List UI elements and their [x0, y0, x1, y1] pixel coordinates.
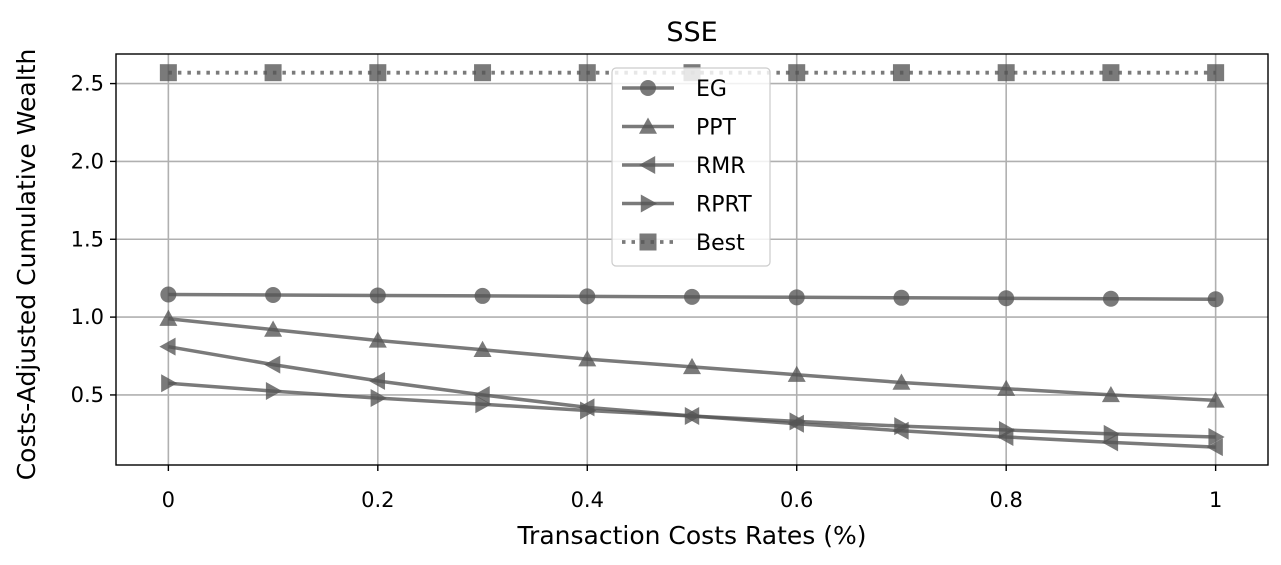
- data-point-rprt: [1103, 424, 1120, 443]
- legend-box: [611, 67, 771, 267]
- data-point-best: [578, 64, 596, 82]
- chart-title: SSE: [666, 17, 717, 48]
- series-ppt: [159, 309, 1225, 408]
- data-point-rprt: [1208, 427, 1225, 446]
- data-point-ppt: [578, 350, 597, 367]
- plot-frame: [115, 53, 1269, 466]
- legend-marker-ppt: [639, 117, 657, 134]
- data-point-rmr: [264, 355, 281, 374]
- data-point-ppt: [683, 357, 701, 375]
- series-rmr: [159, 337, 1223, 457]
- data-point-best: [264, 64, 282, 82]
- y-tick-label: 2.0: [71, 149, 104, 173]
- y-tick-label: 0.5: [71, 383, 104, 407]
- legend-item-eg: EG: [622, 77, 727, 102]
- legend-item-ppt: PPT: [622, 116, 737, 141]
- data-point-rprt: [684, 406, 701, 425]
- legend-marker-eg: [640, 80, 656, 96]
- legend-label-best: Best: [696, 231, 745, 256]
- data-point-best: [1207, 64, 1225, 82]
- data-point-best: [159, 64, 177, 82]
- x-tick-label: 0.2: [361, 488, 394, 512]
- data-point-best: [369, 64, 387, 82]
- data-point-rprt: [580, 401, 597, 420]
- y-tick-label: 2.5: [71, 72, 104, 96]
- data-point-eg: [788, 289, 805, 306]
- data-point-rprt: [265, 382, 283, 401]
- data-point-rmr: [1206, 438, 1223, 457]
- data-point-eg: [684, 288, 700, 305]
- series-eg: [160, 286, 1224, 308]
- data-point-ppt: [1206, 391, 1225, 408]
- x-axis-label: Transaction Costs Rates (%): [516, 521, 866, 550]
- y-tick-label: 1.0: [71, 305, 104, 329]
- x-tick-label: 0.8: [989, 488, 1022, 512]
- data-point-ppt: [892, 373, 911, 390]
- data-point-best: [788, 64, 806, 82]
- data-point-ppt: [264, 320, 283, 337]
- data-point-ppt: [1101, 385, 1120, 403]
- data-point-ppt: [368, 331, 387, 348]
- data-point-rprt: [894, 417, 911, 436]
- data-point-eg: [1102, 290, 1119, 307]
- data-point-best: [474, 64, 492, 82]
- data-point-rmr: [159, 337, 176, 356]
- data-point-eg: [579, 288, 596, 305]
- data-point-ppt: [473, 340, 492, 357]
- data-point-rprt: [475, 395, 492, 414]
- data-point-ppt: [997, 379, 1016, 396]
- data-point-eg: [369, 287, 386, 304]
- data-point-rmr: [368, 371, 386, 390]
- x-tick-label: 0.4: [571, 488, 604, 512]
- y-axis-label: Costs-Adjusted Cumulative Wealth: [12, 49, 41, 481]
- x-tick-label: 0.6: [780, 488, 813, 512]
- legend-item-best: Best: [622, 231, 745, 256]
- legend: EG PPT RMR RPRT Best: [611, 67, 771, 267]
- data-point-rprt: [998, 420, 1016, 439]
- x-tick-label: 1: [1209, 488, 1222, 512]
- legend-label-rmr: RMR: [696, 154, 746, 179]
- data-point-best: [1102, 64, 1120, 82]
- data-point-best: [892, 64, 910, 82]
- x-tick-label: 0: [162, 488, 175, 512]
- legend-item-rprt: RPRT: [622, 193, 752, 218]
- y-tick-label: 1.5: [71, 227, 104, 251]
- data-point-rmr: [473, 385, 490, 404]
- data-point-eg: [160, 286, 177, 303]
- data-point-eg: [998, 290, 1015, 307]
- axis-ticks: 0 0.2 0.4 0.6 0.8 1 0.5 1.0 1.5 2.0 2.5: [71, 72, 1223, 512]
- legend-item-rmr: RMR: [622, 154, 746, 179]
- data-point-rprt: [370, 389, 387, 408]
- series-group: [159, 64, 1225, 457]
- data-point-ppt: [787, 365, 806, 382]
- series-rprt: [161, 374, 1225, 446]
- legend-marker-rmr: [639, 156, 656, 174]
- legend-marker-rprt: [640, 194, 657, 213]
- data-point-eg: [265, 286, 282, 303]
- data-point-rmr: [1101, 433, 1119, 452]
- data-point-best: [997, 64, 1015, 82]
- data-point-ppt: [159, 309, 178, 326]
- legend-label-ppt: PPT: [696, 116, 737, 141]
- legend-marker-best: [639, 233, 657, 251]
- legend-label-eg: EG: [696, 77, 727, 102]
- data-point-rprt: [161, 374, 178, 393]
- data-point-eg: [474, 287, 491, 304]
- legend-label-rprt: RPRT: [696, 193, 752, 218]
- data-point-rprt: [789, 412, 806, 431]
- data-point-eg: [893, 289, 910, 306]
- data-point-eg: [1207, 291, 1224, 308]
